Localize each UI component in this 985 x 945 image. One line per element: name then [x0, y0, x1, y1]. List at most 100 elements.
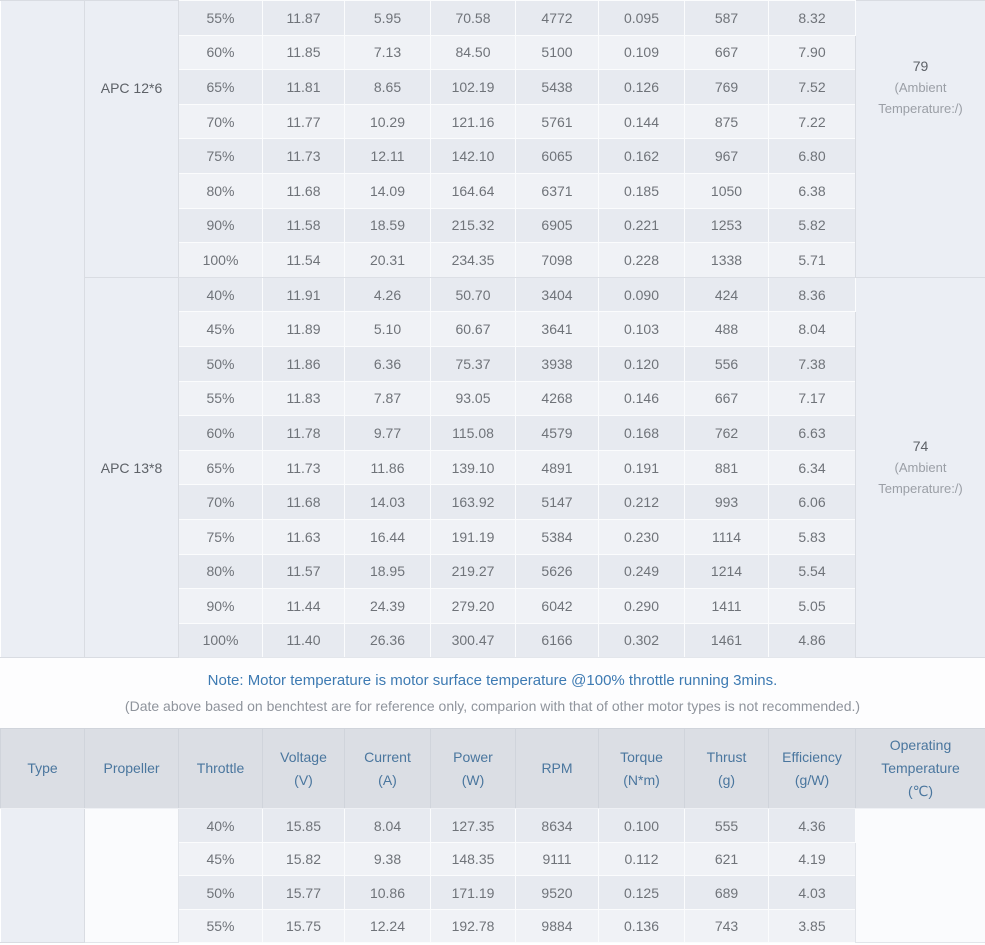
torque-cell: 0.095: [598, 0, 685, 36]
power-cell: 234.35: [430, 242, 516, 278]
current-cell: 26.36: [344, 622, 431, 659]
efficiency-cell: 5.71: [768, 242, 856, 278]
thrust-cell: 621: [684, 841, 769, 877]
table-row: APC 12*6 55% 11.87 5.95 70.58 4772 0.095 587 8.3…: [0, 0, 985, 659]
operating-temperature-cell: 74 (Ambient Temperature:/): [855, 276, 985, 659]
power-cell: 192.78: [430, 908, 516, 944]
power-cell: 300.47: [430, 622, 516, 659]
current-cell: 8.65: [344, 69, 431, 105]
current-cell: 14.03: [344, 484, 431, 520]
thrust-cell: 555: [684, 808, 769, 843]
note-secondary: (Date above based on benchtest are for r…: [124, 698, 861, 715]
voltage-cell: 11.87: [262, 0, 345, 36]
temperature-block: 74 (Ambient Temperature:/): [864, 436, 977, 499]
rpm-cell: 4268: [515, 380, 599, 417]
torque-cell: 0.162: [598, 138, 685, 174]
power-cell: 191.19: [430, 518, 516, 555]
temperature-value: 74: [912, 438, 929, 455]
efficiency-cell: 8.36: [768, 276, 856, 313]
throttle-cell: 55%: [178, 908, 263, 944]
current-cell: 18.59: [344, 207, 431, 244]
table-row: 75% 11.73 12.11 142.10 6065 0.162 967 6.80: [1, 138, 985, 174]
torque-cell: 0.126: [598, 69, 685, 105]
rpm-cell: 5438: [515, 69, 599, 105]
throttle-cell: 70%: [178, 484, 263, 520]
throttle-cell: 90%: [178, 588, 263, 624]
table-row: 90% 11.44 24.39 279.20 6042 0.290 1411 5.05: [1, 588, 985, 624]
current-cell: 20.31: [344, 242, 431, 278]
voltage-cell: 15.85: [262, 808, 345, 843]
power-cell: 75.37: [430, 345, 516, 382]
torque-cell: 0.144: [598, 103, 685, 140]
torque-cell: 0.103: [598, 311, 685, 347]
efficiency-cell: 8.04: [768, 311, 856, 347]
propeller-label: APC 12*6: [100, 79, 163, 96]
efficiency-cell: 7.17: [768, 380, 856, 417]
power-cell: 121.16: [430, 103, 516, 140]
thrust-cell: 1214: [684, 553, 769, 590]
header-type: Type: [0, 728, 85, 810]
thrust-cell: 967: [684, 138, 769, 174]
power-cell: 215.32: [430, 207, 516, 244]
operating-temperature-cell: [855, 808, 985, 944]
torque-cell: 0.290: [598, 588, 685, 624]
rpm-cell: 9884: [515, 908, 599, 944]
thrust-cell: 689: [684, 875, 769, 910]
table-row: 45% 11.89 5.10 60.67 3641 0.103 488 8.04: [1, 311, 985, 347]
thrust-cell: 993: [684, 484, 769, 520]
voltage-cell: 11.86: [262, 345, 345, 382]
rpm-cell: 5384: [515, 518, 599, 555]
table-row: 80% 11.68 14.09 164.64 6371 0.185 1050 6.38: [1, 172, 985, 209]
torque-cell: 0.125: [598, 875, 685, 910]
throttle-cell: 75%: [178, 518, 263, 555]
thrust-cell: 881: [684, 449, 769, 486]
header-torque: Torque (N*m): [598, 728, 685, 810]
efficiency-cell: 4.86: [768, 622, 856, 659]
current-cell: 14.09: [344, 172, 431, 209]
power-cell: 142.10: [430, 138, 516, 174]
table-row: 70% 11.77 10.29 121.16 5761 0.144 875 7.22: [1, 103, 985, 140]
rpm-cell: 6371: [515, 172, 599, 209]
throttle-cell: 100%: [178, 622, 263, 659]
type-cell: [0, 808, 85, 944]
power-cell: 84.50: [430, 34, 516, 71]
power-cell: 219.27: [430, 553, 516, 590]
voltage-cell: 11.63: [262, 518, 345, 555]
propeller-cell: APC 12*6: [84, 0, 179, 278]
header-efficiency: Efficiency (g/W): [768, 728, 856, 810]
throttle-cell: 80%: [178, 172, 263, 209]
voltage-cell: 11.81: [262, 69, 345, 105]
torque-cell: 0.249: [598, 553, 685, 590]
voltage-cell: 11.57: [262, 553, 345, 590]
power-cell: 93.05: [430, 380, 516, 417]
thrust-cell: 1461: [684, 622, 769, 659]
rpm-cell: 7098: [515, 242, 599, 278]
efficiency-cell: 7.38: [768, 345, 856, 382]
throttle-cell: 55%: [178, 380, 263, 417]
voltage-cell: 11.40: [262, 622, 345, 659]
table-row: 65% 11.73 11.86 139.10 4891 0.191 881 6.34: [1, 449, 985, 486]
efficiency-cell: 3.85: [768, 908, 856, 944]
current-cell: 7.13: [344, 34, 431, 71]
header-voltage: Voltage (V): [262, 728, 345, 810]
header-power: Power (W): [430, 728, 516, 810]
efficiency-cell: 8.32: [768, 0, 856, 36]
spec-table-upper-body: APC 12*6 55% 11.87 5.95 70.58 4772 0.095 587 8.3…: [0, 0, 985, 659]
thrust-cell: 743: [684, 908, 769, 944]
rpm-cell: 8634: [515, 808, 599, 843]
rpm-cell: 3404: [515, 276, 599, 313]
rpm-cell: 5147: [515, 484, 599, 520]
torque-cell: 0.230: [598, 518, 685, 555]
current-cell: 10.86: [344, 875, 431, 910]
voltage-cell: 11.68: [262, 484, 345, 520]
efficiency-cell: 6.38: [768, 172, 856, 209]
efficiency-cell: 4.36: [768, 808, 856, 843]
temperature-value: 79: [912, 58, 929, 75]
note-primary: Note: Motor temperature is motor surface…: [207, 672, 778, 690]
torque-cell: 0.090: [598, 276, 685, 313]
throttle-cell: 50%: [178, 875, 263, 910]
throttle-cell: 100%: [178, 242, 263, 278]
operating-temperature-cell: 79 (Ambient Temperature:/): [855, 0, 985, 278]
voltage-cell: 15.82: [262, 841, 345, 877]
